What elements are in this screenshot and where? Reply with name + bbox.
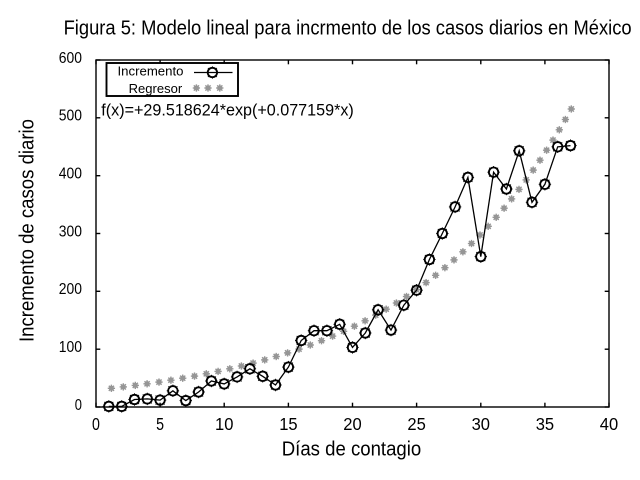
svg-text:0: 0: [92, 414, 100, 434]
svg-text:500: 500: [59, 108, 82, 125]
svg-text:300: 300: [59, 223, 82, 240]
svg-text:200: 200: [59, 281, 82, 298]
svg-text:Días de contagio: Días de contagio: [282, 439, 422, 461]
svg-text:f(x)=+29.518624*exp(+0.077159*: f(x)=+29.518624*exp(+0.077159*x): [101, 101, 353, 120]
svg-text:35: 35: [536, 414, 554, 434]
svg-text:0: 0: [75, 397, 82, 414]
svg-text:5: 5: [156, 414, 164, 434]
svg-text:Figura 5: Modelo lineal para i: Figura 5: Modelo lineal para incrmento d…: [64, 18, 632, 40]
svg-text:40: 40: [600, 414, 618, 434]
svg-text:20: 20: [343, 414, 361, 434]
svg-text:Incremento: Incremento: [118, 64, 184, 79]
svg-text:25: 25: [407, 414, 425, 434]
svg-text:10: 10: [215, 414, 233, 434]
svg-text:100: 100: [59, 339, 82, 356]
svg-text:Incremento de casos diario: Incremento de casos diario: [16, 119, 38, 342]
svg-text:30: 30: [472, 414, 490, 434]
svg-text:15: 15: [279, 414, 297, 434]
svg-text:400: 400: [59, 166, 82, 183]
svg-text:Regresor: Regresor: [129, 81, 183, 96]
svg-text:600: 600: [59, 50, 82, 67]
